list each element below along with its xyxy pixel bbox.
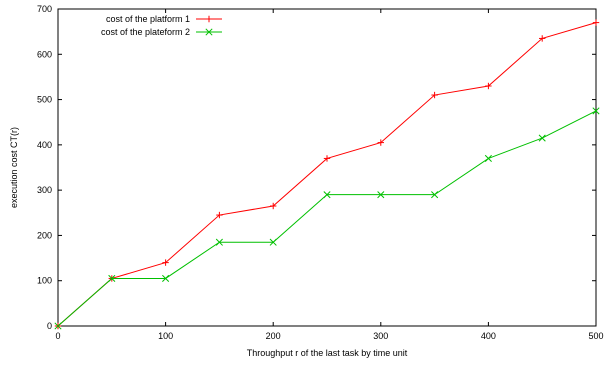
series-2-point [592, 107, 600, 115]
series-1-point [539, 35, 546, 42]
y-tick-label: 700 [37, 4, 52, 14]
series-1-point [592, 19, 600, 26]
plot-frame [57, 8, 597, 327]
legend-marker [205, 28, 213, 36]
series-2-point [108, 274, 116, 283]
legend: cost of the platform 1 cost of the platef… [101, 14, 222, 37]
x-tick-label: 0 [55, 331, 60, 341]
legend-item-1: cost of the platform 1 [106, 14, 222, 24]
series-2-point [323, 191, 331, 199]
series-2-point [54, 322, 62, 330]
x-tick-label: 400 [481, 331, 496, 341]
series-2-point [162, 274, 170, 283]
y-tick-label: 100 [37, 276, 52, 286]
x-tick-label: 200 [266, 331, 281, 341]
series-2-point [215, 238, 223, 246]
y-tick-label: 200 [37, 230, 52, 240]
series-2-point [538, 134, 546, 142]
series-1-point [216, 211, 223, 219]
y-tick-label: 500 [37, 95, 52, 105]
x-tick-label: 300 [373, 331, 388, 341]
series-2-point [484, 154, 492, 162]
series-1-point [270, 202, 277, 210]
x-tick-label: 500 [588, 331, 603, 341]
legend-label: cost of the plateform 2 [101, 27, 190, 37]
y-tick-label: 0 [47, 321, 52, 331]
series-1-line [57, 22, 597, 327]
series-1-point [323, 155, 331, 162]
series-2-line [57, 110, 597, 327]
legend-label: cost of the platform 1 [106, 14, 190, 24]
y-tick-label: 400 [37, 140, 52, 150]
series-2-point [269, 238, 277, 246]
series-1-point [162, 259, 169, 266]
x-axis-label: Throughput r of the last task by time un… [247, 348, 408, 358]
series-2-point [431, 191, 439, 199]
series-2-point [377, 191, 385, 199]
legend-marker [205, 15, 213, 23]
series-1-point [431, 91, 438, 99]
y-tick-label: 600 [37, 49, 52, 59]
series-1 [54, 19, 600, 330]
y-axis-label: execution cost CT(r) [9, 127, 19, 208]
y-tick-label: 300 [37, 185, 52, 195]
series-1-point [377, 139, 384, 146]
series-2 [54, 107, 600, 330]
legend-item-2: cost of the plateform 2 [101, 27, 222, 37]
series-layer [54, 19, 600, 330]
axis-ticks: 0 100 200 300 400 500 0 100 200 300 400 500 600 700 [37, 4, 604, 341]
series-1-point [485, 82, 492, 90]
x-tick-label: 100 [158, 331, 173, 341]
